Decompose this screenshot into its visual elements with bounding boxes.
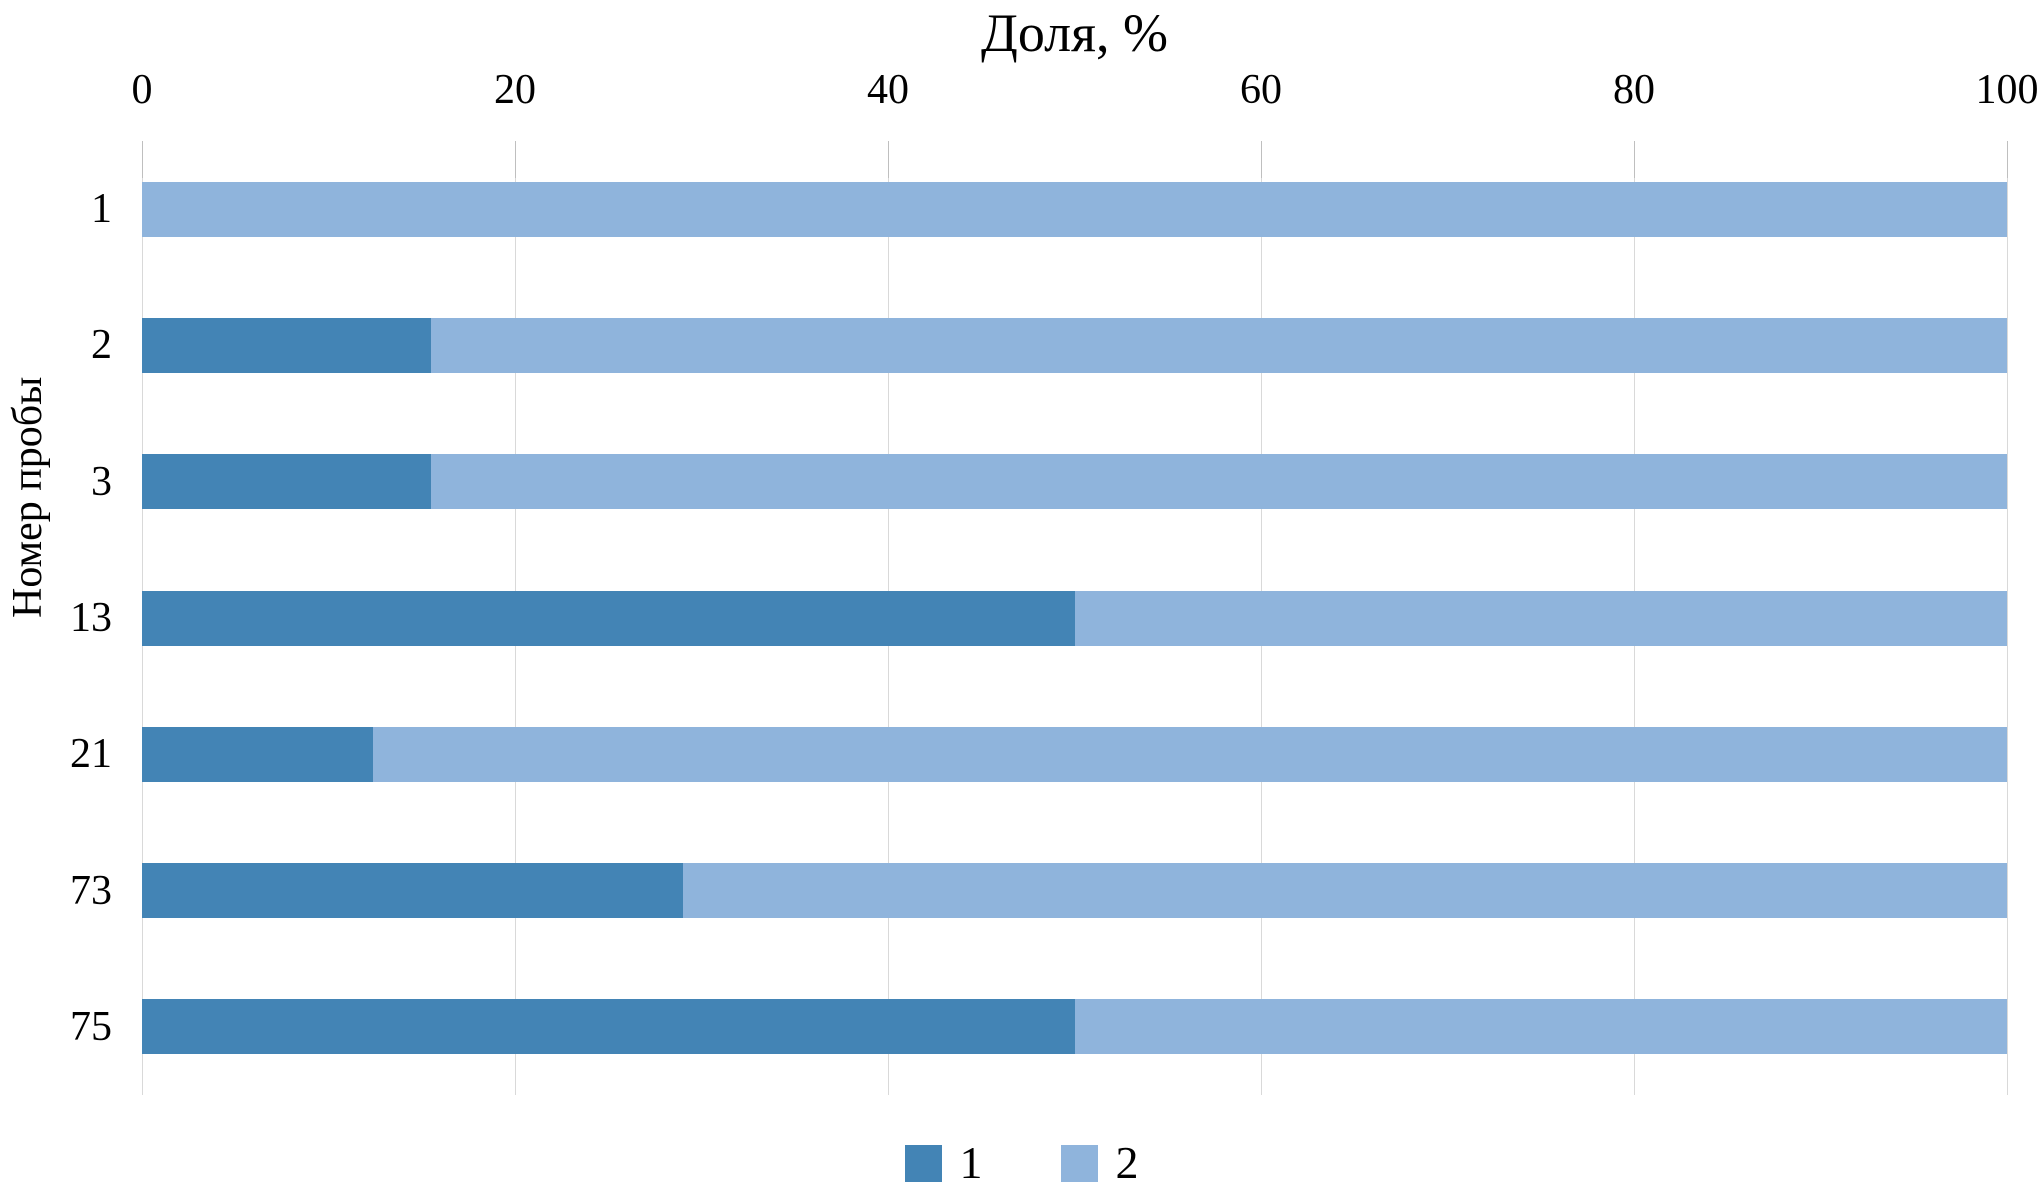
y-axis-category-labels: 1 2 3 13 21 73 75 xyxy=(0,141,112,1095)
bar-row-21 xyxy=(142,726,2007,782)
legend-swatch-2 xyxy=(1060,1144,1098,1182)
bar-segment-series1-cat2 xyxy=(142,317,432,373)
x-tick-label-0: 0 xyxy=(131,67,153,113)
bar-row-73 xyxy=(142,863,2007,919)
bar-segment-series2-cat1 xyxy=(142,181,2007,237)
gridline-x-100 xyxy=(2007,141,2008,1095)
x-tick-label-20: 20 xyxy=(494,67,536,113)
bar-segment-series1-cat75 xyxy=(142,999,1075,1055)
plot-area xyxy=(142,141,2008,1095)
bar-row-75 xyxy=(142,999,2007,1055)
chart-title: Доля, % xyxy=(981,3,1168,63)
y-category-label-2: 2 xyxy=(91,322,112,369)
bar-segment-series1-cat3 xyxy=(142,454,432,510)
x-tick-label-100: 100 xyxy=(1975,67,2039,113)
y-category-label-73: 73 xyxy=(70,867,112,914)
y-category-label-21: 21 xyxy=(70,731,112,778)
x-tick-label-60: 60 xyxy=(1240,67,1282,113)
x-axis: 0 20 40 60 80 100 xyxy=(0,66,2043,116)
tick-mark-x-40 xyxy=(888,141,889,178)
legend-item-1: 1 xyxy=(904,1137,983,1188)
tick-mark-x-20 xyxy=(515,141,516,178)
bar-row-2 xyxy=(142,317,2007,373)
bar-segment-series2-cat3 xyxy=(431,454,2007,510)
bar-segment-series2-cat2 xyxy=(431,317,2007,373)
y-category-label-13: 13 xyxy=(70,595,112,641)
legend-label-2: 2 xyxy=(1115,1137,1139,1188)
x-tick-label-40: 40 xyxy=(867,67,909,113)
x-tick-label-80: 80 xyxy=(1613,67,1655,113)
bar-segment-series2-cat75 xyxy=(1074,999,2007,1055)
bar-row-3 xyxy=(142,454,2007,510)
bar-row-1 xyxy=(142,181,2007,237)
legend-item-2: 2 xyxy=(1060,1137,1139,1188)
bar-segment-series2-cat13 xyxy=(1074,590,2007,646)
bar-segment-series2-cat73 xyxy=(682,863,2007,919)
y-category-label-1: 1 xyxy=(91,186,112,233)
tick-mark-x-0 xyxy=(142,141,143,178)
tick-mark-x-60 xyxy=(1261,141,1262,178)
y-category-label-3: 3 xyxy=(91,458,112,505)
bar-segment-series1-cat73 xyxy=(142,863,683,919)
bar-segment-series2-cat21 xyxy=(373,726,2007,782)
y-category-label-75: 75 xyxy=(70,1003,112,1050)
bar-segment-series1-cat21 xyxy=(142,726,374,782)
bar-row-13 xyxy=(142,590,2007,646)
tick-mark-x-100 xyxy=(2007,141,2008,178)
bar-segment-series1-cat13 xyxy=(142,590,1075,646)
legend-label-1: 1 xyxy=(959,1137,983,1188)
tick-mark-x-80 xyxy=(1634,141,1635,178)
legend-swatch-1 xyxy=(904,1144,942,1182)
